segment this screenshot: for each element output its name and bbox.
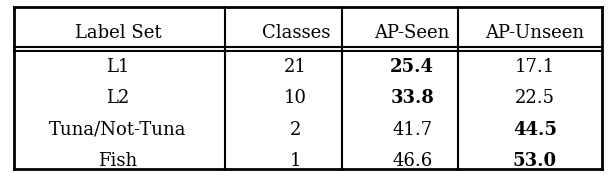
Text: L2: L2 xyxy=(107,89,129,107)
Text: 46.6: 46.6 xyxy=(392,152,432,170)
Text: AP-Unseen: AP-Unseen xyxy=(485,24,585,42)
Text: 10: 10 xyxy=(284,89,307,107)
Text: 25.4: 25.4 xyxy=(391,58,434,76)
Text: 1: 1 xyxy=(290,152,301,170)
Text: L1: L1 xyxy=(106,58,129,76)
Text: Fish: Fish xyxy=(99,152,137,170)
Text: 41.7: 41.7 xyxy=(392,121,432,139)
Text: 44.5: 44.5 xyxy=(513,121,557,139)
Text: 17.1: 17.1 xyxy=(515,58,555,76)
Text: Tuna/Not-Tuna: Tuna/Not-Tuna xyxy=(49,121,187,139)
Text: 53.0: 53.0 xyxy=(513,152,557,170)
Text: 21: 21 xyxy=(285,58,307,76)
Text: 22.5: 22.5 xyxy=(515,89,555,107)
Text: AP-Seen: AP-Seen xyxy=(375,24,450,42)
Text: Classes: Classes xyxy=(262,24,330,42)
Text: 33.8: 33.8 xyxy=(391,89,434,107)
Text: Label Set: Label Set xyxy=(75,24,161,42)
Text: 2: 2 xyxy=(290,121,301,139)
